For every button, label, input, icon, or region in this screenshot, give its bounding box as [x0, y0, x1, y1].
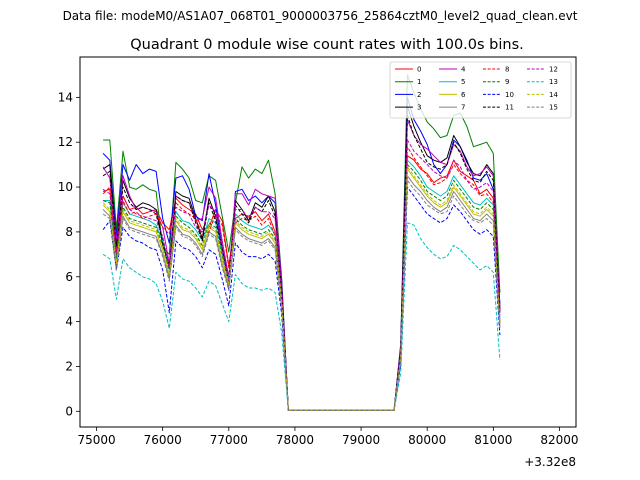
chart-suptitle: Data file: modeM0/AS1A07_068T01_90000037… [63, 9, 578, 23]
x-tick-label: 76000 [144, 433, 182, 447]
legend-label-6: 6 [461, 91, 466, 99]
y-tick-label: 4 [65, 315, 73, 329]
x-tick-label: 81000 [474, 433, 512, 447]
legend-label-1: 1 [417, 78, 421, 86]
legend-label-10: 10 [505, 91, 514, 99]
series-line-4 [102, 119, 501, 411]
legend-label-3: 3 [417, 104, 421, 112]
legend-label-14: 14 [549, 91, 558, 99]
plot-frame [79, 56, 577, 428]
legend-label-4: 4 [461, 66, 466, 74]
chart-title: Quadrant 0 module wise count rates with … [130, 37, 524, 53]
y-tick-label: 6 [65, 270, 73, 284]
legend-label-5: 5 [461, 78, 465, 86]
series-line-5 [103, 159, 501, 411]
y-tick-label: 8 [65, 225, 73, 239]
legend-label-9: 9 [505, 78, 509, 86]
x-axis: 75000 76000 77000 78000 79000 80000 81000 82000 [77, 427, 579, 447]
legend-label-8: 8 [505, 66, 509, 74]
series-line-12 [102, 139, 501, 411]
x-tick-label: 77000 [210, 433, 248, 447]
y-tick-label: 14 [58, 90, 73, 104]
legend-label-15: 15 [549, 104, 558, 112]
series-line-7 [102, 175, 501, 411]
series-line-0 [102, 155, 501, 411]
x-tick-label: 80000 [408, 433, 446, 447]
series-line-15 [102, 179, 501, 411]
legend-frame [389, 61, 572, 119]
y-tick-label: 0 [65, 404, 73, 418]
legend-label-13: 13 [549, 78, 558, 86]
x-offset-label: +3.32e8 [524, 455, 576, 469]
series-line-9 [102, 164, 501, 411]
y-tick-label: 2 [65, 359, 73, 373]
legend-label-12: 12 [549, 66, 558, 74]
series-lines [102, 74, 501, 411]
series-line-14 [102, 166, 501, 411]
legend-label-0: 0 [417, 66, 421, 74]
legend-label-7: 7 [461, 104, 465, 112]
x-tick-label: 78000 [276, 433, 314, 447]
series-line-10 [102, 186, 501, 411]
x-tick-label: 79000 [342, 433, 380, 447]
y-tick-label: 10 [58, 180, 73, 194]
legend-label-11: 11 [505, 104, 514, 112]
y-tick-label: 12 [58, 135, 73, 149]
series-line-8 [102, 146, 501, 411]
legend-label-2: 2 [417, 91, 421, 99]
x-tick-label: 75000 [77, 433, 115, 447]
x-tick-label: 82000 [540, 433, 578, 447]
y-axis: 0 2 4 6 8 10 12 14 [58, 90, 80, 418]
series-line-11 [102, 114, 501, 411]
